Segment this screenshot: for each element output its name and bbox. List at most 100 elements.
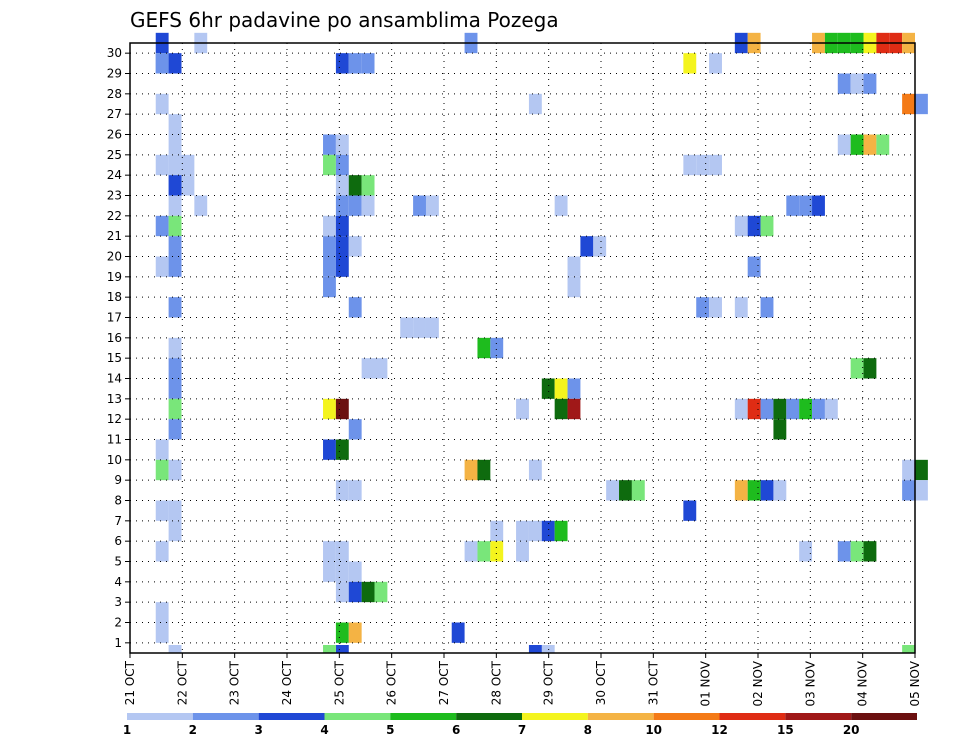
heatmap-cell <box>747 215 761 237</box>
heatmap-cell <box>683 53 697 74</box>
heatmap-cell <box>335 154 349 176</box>
heatmap-cell <box>335 215 349 237</box>
legend-swatch <box>851 713 917 720</box>
legend-swatch <box>192 713 259 720</box>
heatmap-cell <box>477 541 491 562</box>
heatmap-cell <box>734 398 748 420</box>
y-tick-label: 21 <box>107 229 122 243</box>
heatmap-cell <box>902 480 915 501</box>
y-tick-label: 17 <box>107 311 122 325</box>
y-tick-label: 6 <box>114 534 122 548</box>
heatmap-cell <box>554 520 568 542</box>
x-tick-label: 26 OCT <box>385 660 399 705</box>
y-tick-label: 16 <box>107 331 122 345</box>
heatmap-cell <box>168 337 182 359</box>
heatmap-cell <box>554 378 568 399</box>
heatmap-cell <box>168 114 182 135</box>
heatmap-cell <box>168 358 182 379</box>
legend-swatch <box>719 713 786 720</box>
y-tick-label: 22 <box>107 209 122 223</box>
heatmap-cell <box>335 398 349 420</box>
x-tick-label: 27 OCT <box>437 660 451 705</box>
heatmap-cell <box>541 378 555 399</box>
y-tick-label: 13 <box>107 392 122 406</box>
heatmap-cell <box>747 256 761 277</box>
y-tick-label: 10 <box>107 453 122 467</box>
heatmap-cell <box>374 358 388 379</box>
heatmap-cell <box>516 541 529 562</box>
heatmap-cell <box>348 175 362 196</box>
heatmap-cell <box>786 195 800 216</box>
heatmap-cell <box>863 134 877 155</box>
heatmap-cell <box>747 398 761 420</box>
heatmap-cell <box>194 195 208 216</box>
heatmap-cell <box>850 134 864 155</box>
legend-swatch <box>127 713 193 720</box>
heatmap-cell <box>168 419 182 440</box>
heatmap-cell <box>374 581 388 603</box>
y-tick-label: 20 <box>107 250 122 264</box>
heatmap-cell <box>323 215 336 237</box>
heatmap-cell <box>734 215 748 237</box>
heatmap-cell <box>580 236 594 257</box>
heatmap-cell <box>850 358 864 379</box>
heatmap-cell <box>335 195 349 216</box>
x-tick-label: 03 NOV <box>803 660 817 706</box>
legend-label: 3 <box>254 723 262 737</box>
heatmap-cell <box>168 53 182 74</box>
heatmap-cell <box>554 398 568 420</box>
x-tick-label: 22 OCT <box>175 660 189 705</box>
legend-swatch <box>324 713 391 720</box>
heatmap-cell <box>773 480 787 501</box>
heatmap-cell <box>155 622 169 643</box>
heatmap-cell <box>181 175 195 196</box>
heatmap-cell <box>155 439 169 460</box>
x-tick-label: 23 OCT <box>228 660 242 705</box>
heatmap-cell <box>348 581 362 603</box>
y-tick-label: 23 <box>107 189 122 203</box>
color-legend: 1 2 3 4 5 6 7 8 10 12 15 20 <box>123 713 917 737</box>
heatmap-cell <box>528 645 542 653</box>
heatmap-cell <box>155 154 169 176</box>
heatmap-cell <box>155 256 169 277</box>
heatmap-cell <box>168 459 182 481</box>
heatmap-cell <box>155 541 169 562</box>
legend-label: 8 <box>584 723 592 737</box>
x-tick-label: 04 NOV <box>856 660 870 706</box>
x-tick-label: 24 OCT <box>280 660 294 705</box>
heatmap-cell <box>709 154 722 176</box>
heatmap-cell <box>760 398 774 420</box>
heatmap-cell <box>168 134 182 155</box>
heatmap-cell <box>619 480 632 501</box>
heatmap-cell <box>824 398 838 420</box>
legend-label: 20 <box>843 723 860 737</box>
heatmap-cell <box>361 175 375 196</box>
legend-label: 10 <box>645 723 662 737</box>
heatmap-cell <box>863 541 877 562</box>
heatmap-cell <box>528 520 542 542</box>
heatmap-cell <box>335 53 349 74</box>
heatmap-cell <box>361 53 375 74</box>
heatmap-cell <box>541 520 555 542</box>
heatmap-cell <box>323 645 336 653</box>
heatmap-cell <box>168 398 182 420</box>
heatmap-cell <box>413 195 426 216</box>
heatmap-cell <box>168 154 182 176</box>
heatmap-cell <box>323 398 336 420</box>
y-tick-label: 3 <box>114 595 122 609</box>
heatmap-cell <box>490 337 504 359</box>
heatmap-cell <box>863 358 877 379</box>
heatmap-cell <box>323 236 336 257</box>
heatmap-cell <box>490 541 504 562</box>
legend-swatch <box>522 713 588 720</box>
heatmap-cell <box>413 317 426 338</box>
heatmap-cell <box>361 358 375 379</box>
x-tick-label: 01 NOV <box>699 660 713 706</box>
heatmap-cell <box>335 581 349 603</box>
heatmap-cell <box>863 73 877 94</box>
heatmap-cell <box>516 398 529 420</box>
heatmap-cell <box>348 622 362 643</box>
x-tick-label: 31 OCT <box>646 660 660 705</box>
heatmap-cell <box>786 398 800 420</box>
